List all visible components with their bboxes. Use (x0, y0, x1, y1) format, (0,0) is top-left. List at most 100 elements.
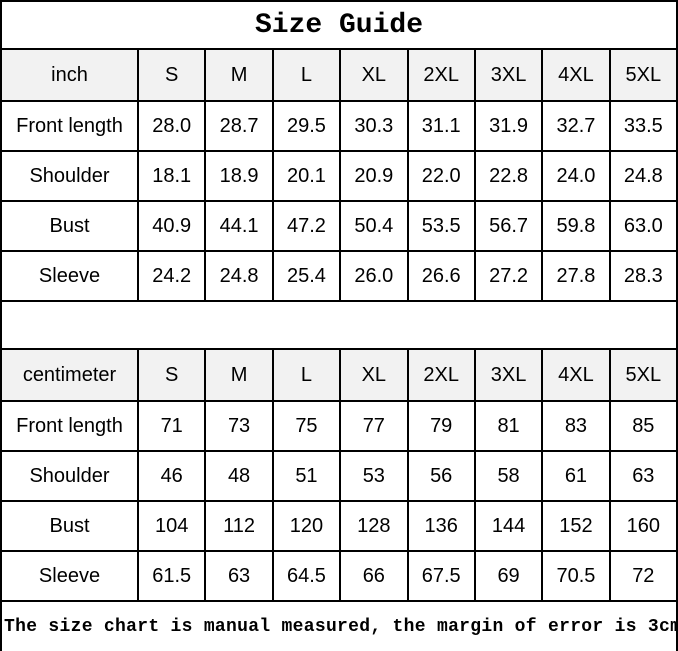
table-cell: 104 (136, 500, 207, 552)
table-cell: 71 (136, 400, 207, 452)
size-col-header: S (136, 348, 207, 402)
table-cell: 47.2 (271, 200, 342, 252)
table-cell: 66 (339, 550, 409, 602)
table-cell: 28.0 (136, 100, 207, 152)
footer-row: The size chart is manual measured, the m… (0, 600, 678, 651)
spacer-row (0, 300, 678, 350)
row-label: Shoulder (0, 150, 139, 202)
size-col-header: 4XL (541, 48, 611, 102)
table-cell: 63 (204, 550, 274, 602)
table-cell: 67.5 (406, 550, 476, 602)
centimeter-header-row: centimeter S M L XL 2XL 3XL 4XL 5XL (0, 348, 678, 402)
table-cell: 70.5 (541, 550, 611, 602)
table-cell: 112 (204, 500, 274, 552)
table-cell: 75 (271, 400, 342, 452)
cm-bust-row: Bust 104 112 120 128 136 144 152 160 (0, 500, 678, 552)
table-cell: 24.0 (541, 150, 611, 202)
spacer-cell (0, 300, 678, 350)
table-cell: 79 (406, 400, 476, 452)
table-cell: 69 (473, 550, 544, 602)
inch-sleeve-row: Sleeve 24.2 24.8 25.4 26.0 26.6 27.2 27.… (0, 250, 678, 302)
footer-note: The size chart is manual measured, the m… (0, 600, 678, 651)
table-cell: 18.9 (204, 150, 274, 202)
table-cell: 28.7 (204, 100, 274, 152)
table-cell: 160 (608, 500, 678, 552)
table-cell: 48 (204, 450, 274, 502)
inch-header-row: inch S M L XL 2XL 3XL 4XL 5XL (0, 48, 678, 102)
size-col-header: 4XL (541, 348, 611, 402)
table-cell: 24.2 (136, 250, 207, 302)
table-cell: 29.5 (271, 100, 342, 152)
table-cell: 50.4 (339, 200, 409, 252)
size-col-header: XL (339, 48, 409, 102)
table-cell: 53 (339, 450, 409, 502)
table-cell: 18.1 (136, 150, 207, 202)
size-col-header: L (271, 348, 342, 402)
size-col-header: M (204, 48, 274, 102)
table-cell: 33.5 (608, 100, 678, 152)
unit-label-inch: inch (0, 48, 139, 102)
size-col-header: 2XL (406, 48, 476, 102)
table-cell: 53.5 (406, 200, 476, 252)
table-cell: 27.8 (541, 250, 611, 302)
table-cell: 136 (406, 500, 476, 552)
size-col-header: S (136, 48, 207, 102)
table-cell: 59.8 (541, 200, 611, 252)
table-cell: 24.8 (608, 150, 678, 202)
cm-front-length-row: Front length 71 73 75 77 79 81 83 85 (0, 400, 678, 452)
table-cell: 26.6 (406, 250, 476, 302)
table-cell: 56.7 (473, 200, 544, 252)
table-cell: 26.0 (339, 250, 409, 302)
size-col-header: L (271, 48, 342, 102)
row-label: Shoulder (0, 450, 139, 502)
table-cell: 144 (473, 500, 544, 552)
table-cell: 28.3 (608, 250, 678, 302)
table-cell: 83 (541, 400, 611, 452)
row-label: Bust (0, 200, 139, 252)
page-title: Size Guide (0, 0, 678, 50)
inch-shoulder-row: Shoulder 18.1 18.9 20.1 20.9 22.0 22.8 2… (0, 150, 678, 202)
table-cell: 46 (136, 450, 207, 502)
title-row: Size Guide (0, 0, 678, 50)
table-cell: 77 (339, 400, 409, 452)
table-cell: 27.2 (473, 250, 544, 302)
table-cell: 30.3 (339, 100, 409, 152)
size-col-header: 3XL (473, 348, 544, 402)
table-cell: 61 (541, 450, 611, 502)
table-cell: 81 (473, 400, 544, 452)
size-col-header: 3XL (473, 48, 544, 102)
table-cell: 64.5 (271, 550, 342, 602)
row-label: Bust (0, 500, 139, 552)
cm-shoulder-row: Shoulder 46 48 51 53 56 58 61 63 (0, 450, 678, 502)
table-cell: 58 (473, 450, 544, 502)
table-cell: 72 (608, 550, 678, 602)
row-label: Front length (0, 100, 139, 152)
size-col-header: 2XL (406, 348, 476, 402)
table-cell: 51 (271, 450, 342, 502)
table-cell: 20.1 (271, 150, 342, 202)
inch-bust-row: Bust 40.9 44.1 47.2 50.4 53.5 56.7 59.8 … (0, 200, 678, 252)
table-cell: 25.4 (271, 250, 342, 302)
table-cell: 85 (608, 400, 678, 452)
row-label: Front length (0, 400, 139, 452)
cm-sleeve-row: Sleeve 61.5 63 64.5 66 67.5 69 70.5 72 (0, 550, 678, 602)
table-cell: 63 (608, 450, 678, 502)
table-cell: 20.9 (339, 150, 409, 202)
row-label: Sleeve (0, 250, 139, 302)
table-cell: 31.1 (406, 100, 476, 152)
table-cell: 152 (541, 500, 611, 552)
inch-front-length-row: Front length 28.0 28.7 29.5 30.3 31.1 31… (0, 100, 678, 152)
table-cell: 31.9 (473, 100, 544, 152)
row-label: Sleeve (0, 550, 139, 602)
table-cell: 44.1 (204, 200, 274, 252)
table-cell: 56 (406, 450, 476, 502)
table-cell: 40.9 (136, 200, 207, 252)
table-cell: 61.5 (136, 550, 207, 602)
size-col-header: 5XL (608, 348, 678, 402)
table-cell: 22.0 (406, 150, 476, 202)
table-cell: 24.8 (204, 250, 274, 302)
table-cell: 32.7 (541, 100, 611, 152)
size-col-header: XL (339, 348, 409, 402)
